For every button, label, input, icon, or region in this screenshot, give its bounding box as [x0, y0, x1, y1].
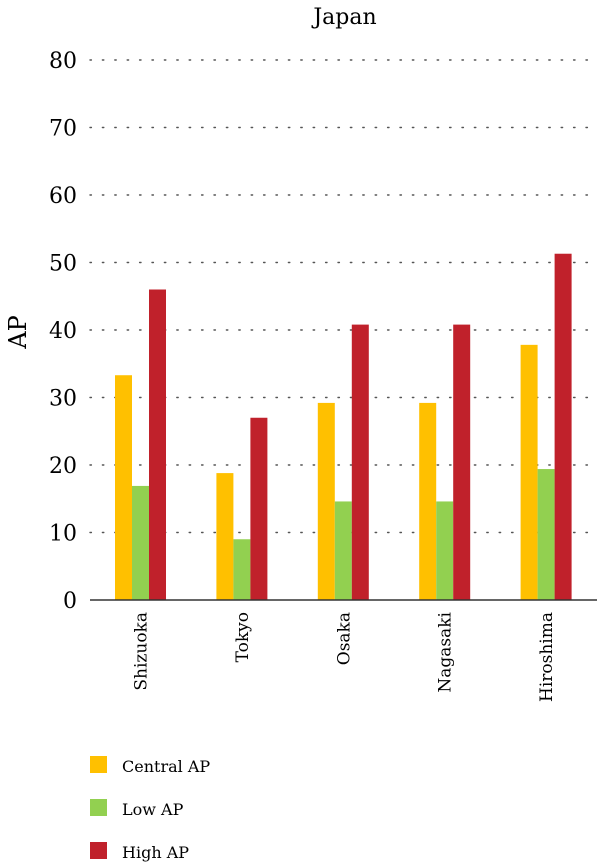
x-tick-labels: Shizuoka Tokyo Osaka Nagasaki Hiroshima: [132, 611, 558, 702]
legend-label: Central AP: [122, 757, 210, 776]
y-tick-label: 20: [49, 454, 77, 479]
bar-high-ap: [453, 324, 471, 600]
y-tick-label: 60: [49, 184, 77, 209]
bar-low-ap: [233, 539, 251, 600]
bar-low-ap: [132, 485, 149, 600]
bar-central-ap: [520, 344, 538, 600]
bar-high-ap: [554, 253, 572, 600]
bar-high-ap: [351, 324, 369, 600]
y-tick-label: 70: [49, 117, 77, 142]
x-tick-label: Hiroshima: [537, 612, 557, 702]
chart-title: Japan: [311, 5, 376, 30]
legend-label: High AP: [122, 843, 189, 862]
y-axis-label: AP: [4, 315, 32, 349]
y-tick-label: 30: [49, 387, 77, 412]
bar-low-ap: [334, 501, 352, 600]
x-tick-label: Tokyo: [233, 612, 253, 662]
legend-swatch: [90, 756, 107, 773]
y-tick-label: 10: [49, 522, 77, 547]
legend-label: Low AP: [122, 800, 184, 819]
bar-high-ap: [250, 417, 268, 600]
bar-low-ap: [436, 501, 454, 600]
bar-central-ap: [317, 402, 335, 600]
bars: [115, 253, 572, 600]
gridlines: [89, 59, 598, 534]
y-tick-label: 40: [49, 319, 77, 344]
bar-central-ap: [419, 402, 437, 600]
y-tick-label: 80: [49, 49, 77, 74]
x-tick-label: Nagasaki: [436, 611, 456, 692]
y-tick-labels: 0 10 20 30 40 50 60 70 80: [49, 49, 77, 614]
x-tick-label: Osaka: [334, 612, 354, 665]
bar-central-ap: [115, 375, 132, 600]
x-tick-label: Shizuoka: [132, 612, 152, 691]
legend: Central AP Low AP High AP: [90, 756, 210, 862]
legend-swatch: [90, 799, 107, 816]
y-tick-label: 50: [49, 252, 77, 277]
y-tick-label: 0: [63, 589, 77, 614]
legend-swatch: [90, 842, 107, 859]
bar-central-ap: [216, 473, 234, 600]
bar-low-ap: [537, 469, 555, 600]
bar-high-ap: [149, 289, 166, 600]
